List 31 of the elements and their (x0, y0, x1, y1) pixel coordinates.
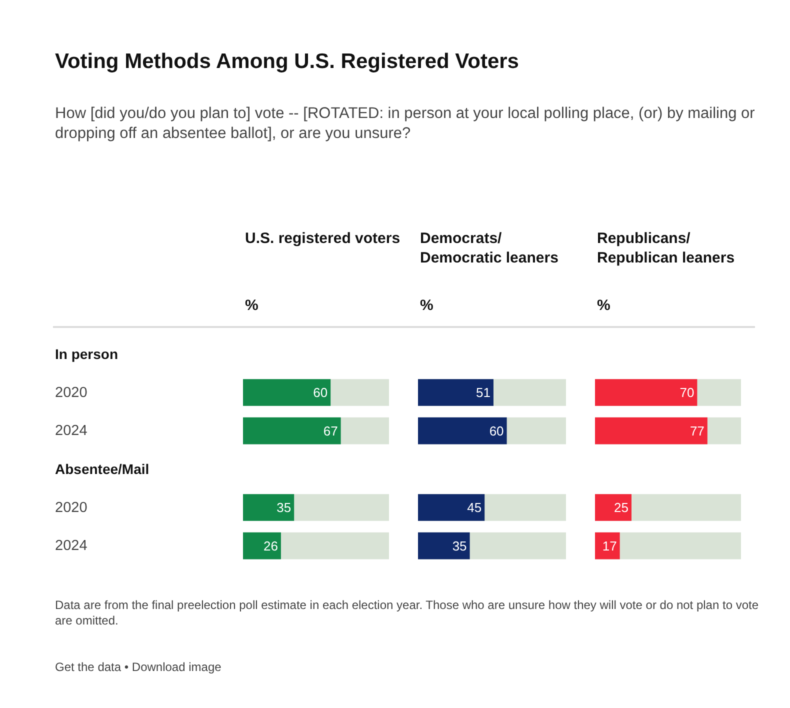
chart-title: Republicans/ Republican leaners (597, 230, 735, 266)
bar (595, 494, 632, 521)
y-tick-label: Absentee/Mail (55, 461, 150, 477)
data-label: 70 (680, 385, 694, 400)
y-tick-label: 2020 (55, 385, 88, 401)
y-tick-label: 2024 (55, 538, 88, 554)
chart-subtitle: % (245, 297, 258, 314)
chart-subtitle: % (597, 297, 610, 314)
data-label: 35 (452, 538, 467, 554)
chart-title: U.S. registered voters (245, 230, 400, 247)
y-tick-label: 2024 (55, 423, 88, 439)
bar (595, 532, 620, 560)
data-label: 35 (276, 500, 292, 515)
text: Get the data • Download image (55, 660, 222, 674)
text: How [did you/do you plan to] vote -- [ROTATED: in person at your local polling place, (or) by mailing or dropping off an absentee ballot], or are you unsure? (55, 105, 755, 142)
data-label: 17 (602, 538, 617, 554)
text: Data are from the final preelection poll estimate in each election year. Those who are unsure how they will vote or do not plan to vote are omitted. (55, 598, 759, 628)
y-tick-label: In person (55, 346, 118, 362)
data-label: 51 (476, 385, 490, 400)
data-label: 26 (263, 538, 278, 554)
y-tick-label: 2020 (55, 500, 88, 516)
chart-title: Democrats/ Democratic leaners (420, 230, 558, 266)
data-label: 45 (467, 500, 482, 515)
text: Voting Methods Among U.S. Registered Voters (55, 50, 519, 73)
data-label: 60 (489, 423, 504, 438)
data-label: 67 (323, 423, 338, 438)
chart-subtitle: % (420, 297, 434, 314)
bar (243, 532, 281, 560)
data-label: 25 (614, 500, 628, 515)
data-label: 60 (313, 385, 328, 400)
data-label: 77 (690, 423, 704, 438)
